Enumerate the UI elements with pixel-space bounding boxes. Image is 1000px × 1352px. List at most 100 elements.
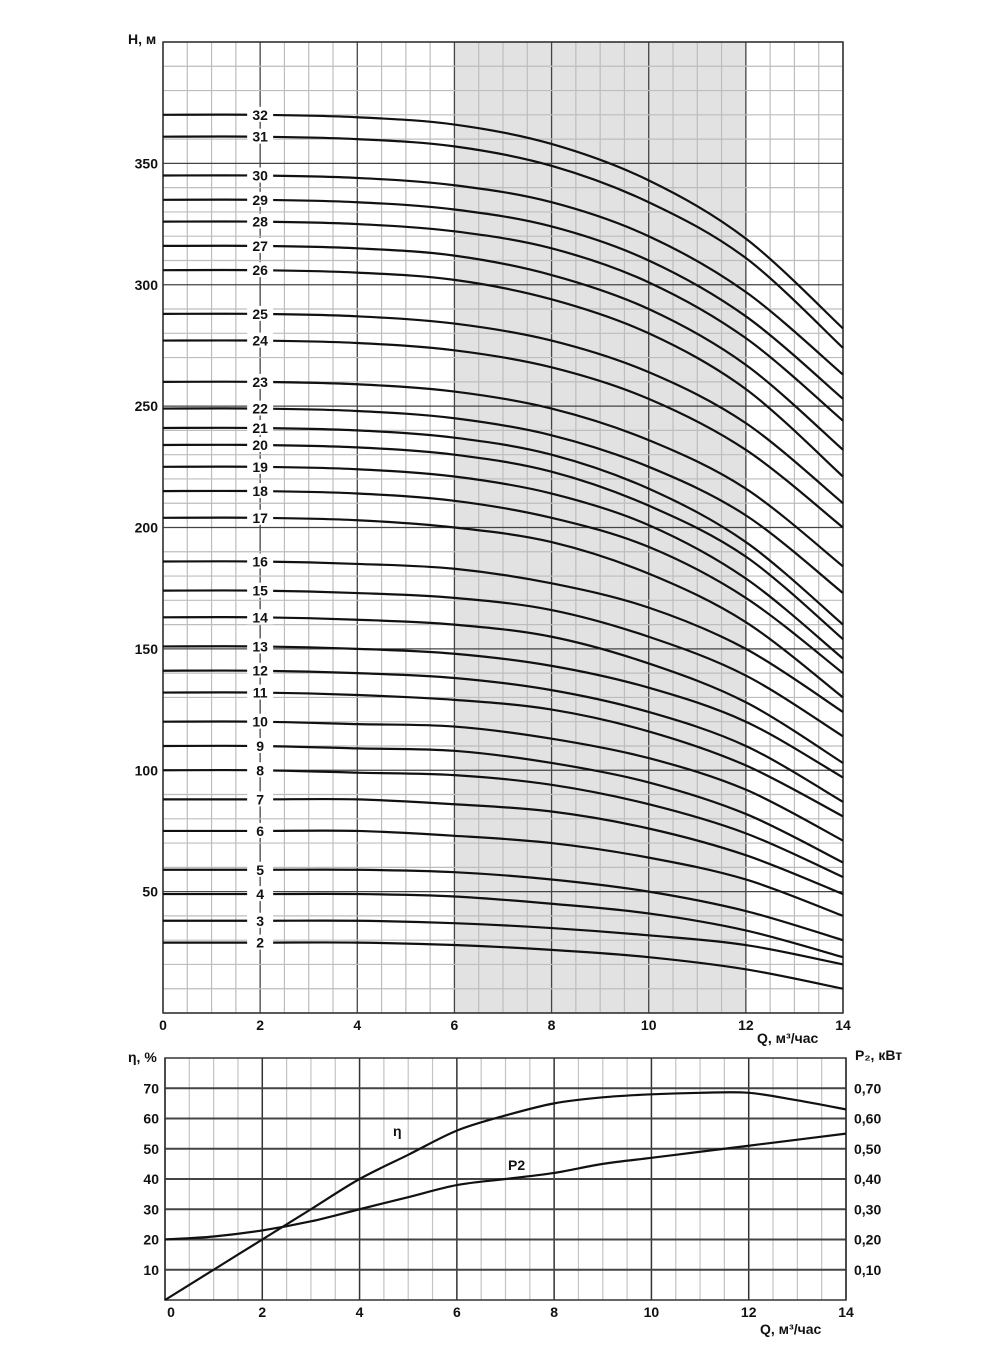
x-tick-label: 10 — [644, 1304, 660, 1320]
y-right-tick-label: 0,60 — [854, 1111, 881, 1127]
x-tick-label: 2 — [258, 1304, 266, 1320]
curve-label-bg — [247, 934, 274, 950]
curve-label-7: 7 — [256, 791, 264, 807]
power-curve — [164, 1132, 847, 1241]
curve-label-31: 31 — [252, 129, 268, 145]
head-curve-17 — [162, 516, 844, 699]
curve-label-12: 12 — [252, 663, 268, 679]
head-curve-26 — [162, 268, 844, 478]
curve-label-bg — [247, 861, 274, 877]
y-tick-label: 20 — [143, 1232, 159, 1248]
curve-label-bg — [247, 509, 274, 525]
y-right-tick-label: 0,10 — [854, 1262, 881, 1278]
curve-label-9: 9 — [256, 738, 264, 754]
curve-label-8: 8 — [256, 762, 264, 778]
curve-label-bg — [247, 419, 274, 435]
head-curve-32 — [162, 113, 844, 330]
curve-label-bg — [247, 762, 274, 778]
x-tick-label: 12 — [738, 1017, 754, 1033]
head-curve-22 — [162, 407, 844, 594]
head-curve-19 — [162, 465, 844, 660]
x-tick-label: 6 — [453, 1304, 461, 1320]
curve-label-19: 19 — [252, 459, 268, 475]
curve-label-bg — [247, 609, 274, 625]
y-tick-label: 200 — [135, 520, 159, 536]
curve-label-2: 2 — [256, 935, 264, 951]
curve-label-bg — [247, 553, 274, 569]
x-tick-label: 6 — [451, 1017, 459, 1033]
curve-label-bg — [247, 305, 274, 321]
curve-label-bg — [247, 713, 274, 729]
x-tick-label: 0 — [167, 1304, 175, 1320]
curve-label-bg — [247, 458, 274, 474]
head-curve-27 — [162, 244, 844, 451]
y-tick-label: 150 — [135, 641, 159, 657]
curve-label-23: 23 — [252, 374, 268, 390]
curve-label-bg — [247, 912, 274, 928]
y-tick-label: 100 — [135, 762, 159, 778]
x-tick-label: 8 — [548, 1017, 556, 1033]
curve-label-21: 21 — [252, 420, 268, 436]
curve-label-bg — [247, 332, 274, 348]
curve-label-16: 16 — [252, 553, 268, 569]
x-tick-label: 12 — [741, 1304, 757, 1320]
curve-label-bg — [247, 662, 274, 678]
y-right-tick-label: 0,40 — [854, 1171, 881, 1187]
curve-label-11: 11 — [253, 685, 268, 701]
curve-label-bg — [247, 373, 274, 389]
head-curve-29 — [162, 198, 844, 400]
curve-label-10: 10 — [252, 714, 268, 730]
curve-label-20: 20 — [252, 437, 268, 453]
curve-label-17: 17 — [252, 510, 268, 526]
y-tick-label: 350 — [135, 155, 159, 171]
curve-label-bg — [247, 886, 274, 902]
p2-curve-label: P2 — [508, 1157, 525, 1173]
curve-label-bg — [247, 582, 274, 598]
curve-label-bg — [247, 822, 274, 838]
head-axis-label: H, м — [128, 31, 156, 47]
x-tick-label: 14 — [838, 1304, 854, 1320]
head-curve-21 — [162, 426, 844, 626]
curve-label-15: 15 — [252, 583, 268, 599]
head-curve-15 — [162, 589, 844, 738]
curve-label-13: 13 — [252, 638, 268, 654]
head-curve-24 — [162, 339, 844, 529]
curve-label-bg — [247, 436, 274, 452]
curve-label-27: 27 — [252, 238, 268, 254]
curve-label-5: 5 — [256, 862, 264, 878]
y-right-tick-label: 0,70 — [854, 1080, 881, 1096]
curve-label-25: 25 — [252, 306, 268, 322]
head-curve-25 — [162, 312, 844, 505]
head-chart-x-axis-label: Q, м³/час — [757, 1030, 818, 1046]
efficiency-chart-x-axis-label: Q, м³/час — [760, 1321, 821, 1337]
y-tick-label: 30 — [143, 1201, 159, 1217]
y-right-tick-label: 0,30 — [854, 1201, 881, 1217]
head-curve-23 — [162, 380, 844, 568]
head-curve-labels: 3231302928272625242322212019181716151413… — [247, 106, 274, 951]
power-axis-label: P₂, кВт — [855, 1047, 902, 1063]
y-tick-label: 10 — [143, 1262, 159, 1278]
x-tick-label: 14 — [835, 1017, 851, 1033]
curve-label-bg — [247, 237, 274, 253]
curve-label-28: 28 — [252, 214, 268, 230]
head-curve-31 — [162, 135, 844, 349]
y-tick-label: 300 — [135, 277, 159, 293]
curve-label-24: 24 — [252, 333, 268, 349]
curve-label-4: 4 — [256, 886, 264, 902]
curve-label-3: 3 — [256, 913, 264, 929]
curve-label-26: 26 — [252, 262, 268, 278]
x-tick-label: 2 — [256, 1017, 264, 1033]
curve-label-bg — [247, 737, 274, 753]
efficiency-chart-grid — [164, 1057, 847, 1301]
curve-label-bg — [247, 213, 274, 229]
curve-label-14: 14 — [252, 609, 268, 625]
x-tick-label: 10 — [641, 1017, 657, 1033]
head-curve-16 — [162, 560, 844, 713]
curve-label-18: 18 — [252, 483, 268, 499]
curve-label-29: 29 — [252, 192, 268, 208]
y-tick-label: 60 — [143, 1111, 159, 1127]
head-curve-30 — [162, 174, 844, 376]
efficiency-axis-label: η, % — [128, 1049, 157, 1065]
curve-label-bg — [247, 191, 274, 207]
